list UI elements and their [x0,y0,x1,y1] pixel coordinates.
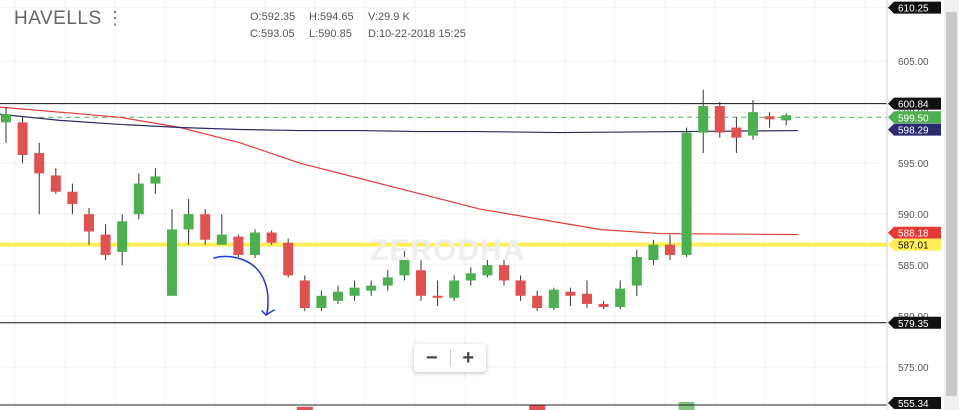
candle-body-11 [183,214,194,230]
candle-body-16 [266,232,277,243]
candle-body-17 [283,242,294,276]
axis-tag-bg-1 [888,97,941,110]
candle-body-43 [714,106,725,133]
candle-body-0 [1,114,11,123]
axis-tag-bg-7 [888,397,941,409]
axis-tag-bg-5 [888,238,941,251]
candlesticks [1,89,792,312]
candle-body-41 [681,132,692,255]
candle-body-15 [250,232,260,255]
candle-body-3 [50,175,61,192]
axis-tag-label-5: 587.01 [898,241,929,252]
candle-body-27 [449,280,460,298]
candle-body-34 [565,291,576,296]
candle-body-45 [748,112,758,136]
candle-body-36 [598,303,609,307]
y-tick-label-3: 590.00 [898,210,929,221]
candle-body-21 [349,287,360,296]
candle-body-5 [84,214,94,232]
candle-body-2 [34,152,45,174]
volume-bar-0 [296,406,313,410]
ohlc-open: O:592.35 [250,11,296,23]
candle-body-1 [17,122,28,156]
candle-body-13 [216,234,227,245]
candle-body-26 [432,295,443,298]
candle-body-44 [731,127,742,138]
horizontal-lines [0,103,887,324]
candle-body-35 [582,293,592,304]
ohlc-volume: V:29.9 K [368,11,410,23]
axis-tag-bg-6 [888,316,941,329]
candle-body-29 [482,265,493,276]
symbol-name: HAVELLS [14,8,102,29]
zoom-out-button[interactable]: − [425,346,438,369]
volume-bars [0,402,887,410]
axis-tag-bg-0 [888,1,941,14]
watermark-logo: ZERODHA [370,234,526,267]
candle-body-7 [117,221,128,252]
axis-tag-label-3: 598.29 [898,126,929,137]
zoom-control: − + [414,344,486,372]
moving-average-red [0,106,799,236]
candle-body-22 [366,285,377,291]
candle-body-19 [316,295,327,309]
chart-grid [0,0,887,410]
candle-body-4 [67,191,78,204]
candle-body-8 [133,183,144,215]
candle-body-37 [615,288,626,307]
candle-body-40 [665,244,675,255]
candle-body-46 [764,116,775,120]
candle-body-28 [465,273,476,281]
axis-tag-bg-2 [888,111,941,124]
ohlc-close: C:593.05 [250,28,295,40]
more-options-icon[interactable]: ⋮ [106,8,124,28]
axis-tag-label-0: 610.25 [898,4,929,15]
candle-body-18 [299,280,310,309]
scrollbar-thumb[interactable] [946,12,957,396]
candle-body-25 [416,270,426,296]
candle-body-6 [100,234,111,255]
candle-body-47 [781,115,792,121]
axis-tag-label-7: 555.34 [898,399,929,410]
candle-body-20 [333,291,343,301]
axis-tag-label-2: 599.50 [898,113,929,124]
ohlc-low: L:590.85 [309,28,352,40]
candle-body-10 [167,229,177,296]
moving-average-navy [0,113,799,134]
candle-body-42 [698,106,709,133]
candle-body-39 [648,244,659,261]
volume-bar-1 [529,405,546,410]
zoom-in-button[interactable]: + [462,346,475,369]
ohlc-date: D:10-22-2018 15:25 [368,28,466,40]
candle-body-12 [200,214,211,240]
hand-drawn-arrow [213,255,275,317]
candle-body-30 [499,265,509,281]
axis-tag-label-6: 579.35 [898,319,929,330]
candle-body-33 [548,289,559,309]
zoom-divider [449,349,451,367]
axis-tag-bg-3 [888,123,941,136]
moving-averages [0,106,799,236]
candle-body-24 [399,260,410,276]
ohlc-high: H:594.65 [309,11,354,23]
candle-body-14 [233,236,244,255]
axis-tag-label-4: 588.18 [898,229,929,240]
candle-body-23 [382,277,393,286]
candle-body-9 [150,176,161,184]
y-tick-label-2: 585.00 [898,261,929,272]
axis-tag-bg-4 [888,226,941,239]
axis-tag-label-1: 600.84 [898,100,929,111]
volume-bar-2 [678,402,695,410]
y-tick-label-4: 595.00 [898,159,929,170]
candle-body-38 [631,257,642,286]
candle-body-31 [515,280,526,296]
y-tick-label-6: 605.00 [898,57,929,68]
price-axis: 575.00580.00585.00590.00595.00600.00605.… [886,0,941,410]
candle-body-32 [532,295,543,309]
y-tick-label-0: 575.00 [898,363,929,374]
